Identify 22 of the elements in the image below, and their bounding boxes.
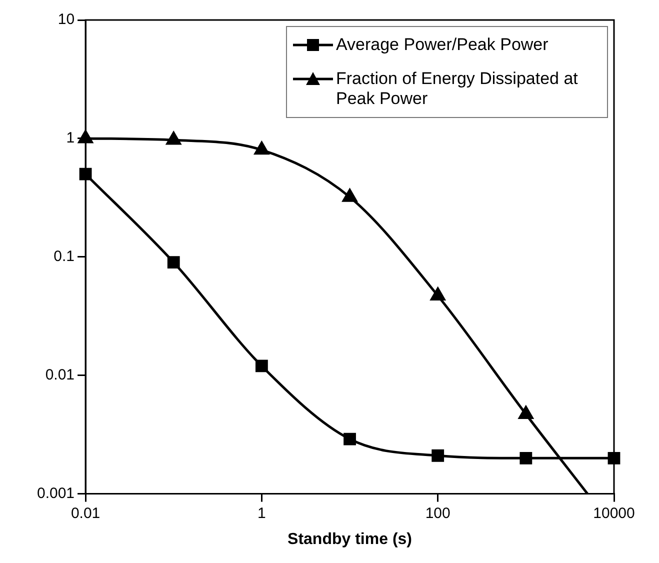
y-tick-label: 0.01 [45, 366, 75, 384]
y-tick-label: 1 [66, 130, 75, 147]
point [520, 452, 532, 464]
y-tick-label: 0.001 [36, 484, 75, 502]
point [167, 256, 180, 269]
y-tick-label: 0.1 [54, 248, 75, 266]
point [430, 287, 446, 300]
x-axis-title: Standby time (s) [288, 530, 412, 548]
y-tick-label: 10 [58, 11, 75, 28]
point [255, 360, 268, 372]
point [344, 432, 356, 446]
point [78, 130, 93, 144]
point [342, 188, 358, 202]
legend-label: Average Power/Peak Power [336, 35, 548, 55]
x-tick-label: 0.01 [70, 504, 100, 522]
legend-label: Fraction of Energy Dissipated at Peak Power [336, 69, 579, 109]
point [166, 132, 181, 145]
x-tick-label: 10000 [593, 504, 635, 522]
x-tick-label: 100 [425, 504, 450, 522]
point [432, 449, 444, 462]
x-tick-label: 1 [258, 504, 266, 522]
point [254, 142, 270, 155]
